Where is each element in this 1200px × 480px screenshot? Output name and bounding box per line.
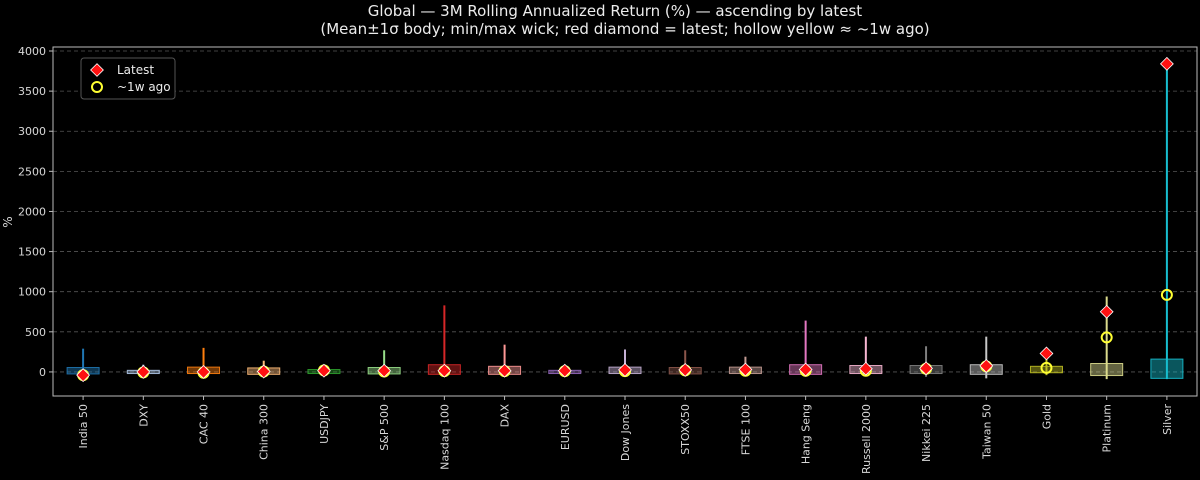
- legend-box: [80, 57, 176, 100]
- latest-11: [738, 362, 753, 377]
- grid-lines: [53, 50, 1197, 373]
- x-tick-label-12: Hang Seng: [800, 404, 813, 464]
- latest-14: [919, 361, 933, 376]
- legend-latest-label: Latest: [117, 63, 154, 77]
- x-tick-label-2: CAC 40: [198, 404, 211, 444]
- latest-15: [979, 358, 994, 373]
- x-axis-ticks: India 50 DXY CAC 40 China 300 USDJPY S&P 500 N…: [77, 396, 1174, 474]
- y-tick-label: 3000: [18, 125, 46, 138]
- x-tick-label-18: Silver: [1161, 404, 1174, 435]
- legend-week-ago-marker: [91, 81, 103, 93]
- body-17: [1090, 363, 1124, 377]
- latest-13: [858, 361, 873, 376]
- y-tick-label: 0: [39, 366, 46, 379]
- x-tick-label-5: S&P 500: [378, 404, 391, 451]
- y-tick-label: 3500: [18, 85, 46, 98]
- y-tick-label: 1000: [18, 286, 46, 299]
- latest-16: [1039, 346, 1054, 361]
- latest-0: [76, 368, 91, 383]
- x-tick-label-17: Platinum: [1101, 404, 1114, 452]
- x-tick-label-13: Russell 2000: [860, 404, 873, 474]
- week-ago-17: [1100, 331, 1113, 344]
- x-tick-label-6: Nasdaq 100: [438, 404, 451, 470]
- x-tick-label-11: FTSE 100: [739, 404, 752, 455]
- y-axis-ticks: 0 500 1000 1500 2000 2500 3000 3500 4000: [18, 45, 53, 379]
- latest-4: [317, 363, 331, 378]
- legend: Latest ~1w ago: [80, 57, 176, 100]
- plot-frame: [52, 46, 1198, 397]
- x-tick-label-14: Nikkei 225: [920, 404, 933, 462]
- latest-18: [1159, 56, 1174, 71]
- week-ago-18: [1160, 288, 1173, 301]
- x-tick-label-10: STOXX50: [679, 404, 692, 455]
- latest-10: [678, 362, 693, 377]
- plot-marks: [66, 56, 1184, 383]
- y-tick-label: 1500: [18, 246, 46, 259]
- y-tick-label: 500: [25, 326, 46, 339]
- latest-1: [136, 365, 151, 379]
- y-tick-label: 4000: [18, 45, 46, 58]
- x-tick-label-1: DXY: [137, 404, 150, 427]
- latest-8: [557, 363, 572, 378]
- latest-7: [497, 363, 512, 378]
- x-tick-label-16: Gold: [1040, 404, 1053, 429]
- x-tick-label-7: DAX: [499, 404, 512, 428]
- x-tick-label-8: EURUSD: [559, 404, 572, 450]
- x-tick-label-4: USDJPY: [318, 404, 331, 444]
- chart-subtitle: (Mean±1σ body; min/max wick; red diamond…: [320, 20, 929, 38]
- latest-5: [377, 363, 392, 378]
- y-tick-label: 2000: [18, 205, 46, 218]
- y-tick-label: 2500: [18, 165, 46, 178]
- chart-title: Global — 3M Rolling Annualized Return (%…: [368, 2, 863, 20]
- latest-2: [196, 365, 211, 379]
- latest-6: [437, 363, 452, 378]
- legend-week-ago-label: ~1w ago: [117, 80, 171, 94]
- body-16: [1029, 365, 1063, 374]
- body-18: [1150, 358, 1184, 379]
- latest-12: [798, 362, 813, 377]
- latest-17: [1099, 304, 1114, 319]
- x-tick-label-3: China 300: [258, 404, 271, 460]
- x-tick-label-15: Taiwan 50: [980, 404, 993, 460]
- latest-3: [256, 364, 271, 379]
- week-ago-16: [1040, 361, 1053, 374]
- y-axis-label: %: [1, 216, 15, 227]
- x-tick-label-9: Dow Jones: [619, 404, 632, 461]
- legend-latest-marker: [90, 63, 104, 77]
- latest-9: [618, 362, 632, 377]
- x-tick-label-0: India 50: [77, 404, 90, 449]
